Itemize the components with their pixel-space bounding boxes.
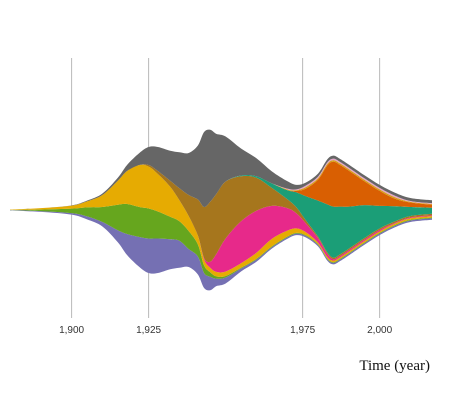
stream-layer-5 bbox=[10, 164, 432, 263]
stream-layer-4 bbox=[10, 164, 432, 273]
stream-layer-10 bbox=[10, 129, 432, 210]
stream-layer-2 bbox=[10, 203, 432, 279]
x-axis-tick-labels: 1,900 1,925 1,975 2,000 bbox=[59, 325, 392, 336]
stream-layer-3 bbox=[10, 164, 432, 277]
x-tick-label: 1,975 bbox=[290, 325, 315, 336]
stream-layer-1 bbox=[10, 210, 432, 291]
stream-layer-6 bbox=[10, 164, 432, 258]
x-axis-title: Time (year) bbox=[359, 358, 430, 374]
x-tick-label: 1,900 bbox=[59, 325, 84, 336]
stream-layers bbox=[10, 129, 432, 291]
stream-layer-7 bbox=[10, 161, 432, 210]
x-tick-label: 1,925 bbox=[136, 325, 161, 336]
x-tick-label: 2,000 bbox=[367, 325, 392, 336]
